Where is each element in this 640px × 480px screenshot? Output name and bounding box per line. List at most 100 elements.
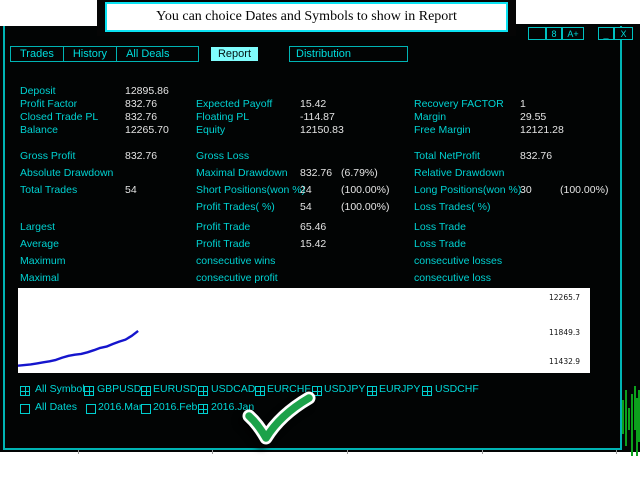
date-label[interactable]: 2016.Feb [153,401,198,413]
stat-value: 832.76 [520,150,553,162]
symbol-label[interactable]: EURCHF [267,383,311,395]
stat-row: Total Trades 54 Short Positions(won %) 24 (1… [0,184,640,197]
close-button[interactable]: X [614,27,633,40]
date-checkbox-2016-jan[interactable] [198,404,208,414]
stat-label: Deposit [20,85,56,97]
stat-label: Free Margin [414,124,471,136]
axis-tick [212,450,213,454]
date-label[interactable]: 2016.Jan [211,401,255,413]
stat-row: Deposit 12895.86 [0,85,640,98]
stat-label: consecutive profit [196,272,278,284]
stat-row: Largest Profit Trade 65.46 Loss Trade [0,221,640,234]
tab-all-deals[interactable]: All Deals [126,48,170,60]
tab-history[interactable]: History [72,48,108,60]
stat-row: Closed Trade PL 832.76 Floating PL -114.87 M… [0,111,640,124]
stat-row: Gross Profit 832.76 Gross Loss Total NetPro… [0,150,640,163]
stat-label: Maximal Drawdown [196,167,288,179]
equity-chart: 12265.7 11849.3 11432.9 [17,288,590,373]
stat-label: Total Trades [20,184,78,196]
date-label[interactable]: All Dates [35,401,78,413]
tab-separator [116,47,118,61]
font-size-button[interactable]: A+ [562,27,584,40]
symbol-checkbox-eurjpy[interactable] [367,386,377,396]
panel-border-right [620,26,622,450]
symbol-label[interactable]: EURJPY [379,383,421,395]
stat-row: Absolute Drawdown Maximal Drawdown 832.76 (… [0,167,640,180]
stat-label: Recovery FACTOR [414,98,504,110]
symbol-label[interactable]: USDCHF [435,383,479,395]
report-statistics: Deposit 12895.86 Profit Factor 832.76 Expect… [0,85,640,285]
stat-row: Maximal consecutive profit consecutive los… [0,272,640,285]
tab-distribution[interactable]: Distribution [289,46,408,62]
stat-label: Average [20,238,59,250]
stat-label: Expected Payoff [196,98,273,110]
banner-shadow: You can choice Dates and Symbols to show… [97,0,516,36]
stat-value: (100.00%) [560,184,609,196]
axis-tick [616,450,617,454]
tab-report-active[interactable]: Report [211,47,258,61]
window-button-8[interactable]: 8 [546,27,562,40]
stat-label: Loss Trade [414,238,466,250]
chart-ylabel-bottom: 11432.9 [549,357,581,366]
axis-tick [347,450,348,454]
symbol-checkbox-all-symbols[interactable] [20,386,30,396]
date-checkbox-2016-mar[interactable] [86,404,96,414]
stat-row: Average Profit Trade 15.42 Loss Trade [0,238,640,251]
tab-separator [62,47,64,61]
symbol-label[interactable]: USDJPY [324,383,366,395]
date-checkbox-all-dates[interactable] [20,404,30,414]
symbol-checkbox-eurchf[interactable] [255,386,265,396]
stat-label: Maximal [20,272,60,284]
symbol-label[interactable]: GBPUSD [97,383,142,395]
price-candles-icon [622,386,640,456]
stat-value: 832.76 [125,98,158,110]
stat-value: 24 [300,184,312,196]
hidden-window-button[interactable] [528,27,546,40]
stat-value: 65.46 [300,221,327,233]
equity-curve [17,329,139,367]
tab-trades[interactable]: Trades [20,48,54,60]
stat-value: (100.00%) [341,184,390,196]
panel-border-left [3,26,5,450]
symbol-checkbox-usdcad[interactable] [198,386,208,396]
symbol-label[interactable]: USDCAD [211,383,256,395]
terminal-panel [0,26,640,452]
stat-row: Maximum consecutive wins consecutive losse… [0,255,640,268]
stat-value: 832.76 [125,150,158,162]
date-checkbox-2016-feb[interactable] [141,404,151,414]
symbol-checkbox-usdjpy[interactable] [312,386,322,396]
stat-label: Relative Drawdown [414,167,505,179]
symbol-checkbox-eurusd[interactable] [141,386,151,396]
stat-label: Closed Trade PL [20,111,99,123]
symbol-label[interactable]: All Symbols [35,383,90,395]
stat-row: Profit Trades( %) 54 (100.00%) Loss Trades(… [0,201,640,214]
minimize-button[interactable]: _ [598,27,614,40]
stat-label: Balance [20,124,58,136]
symbol-checkbox-usdchf[interactable] [422,386,432,396]
stat-label: Loss Trade [414,221,466,233]
stat-label: Gross Profit [20,150,76,162]
stat-label: consecutive wins [196,255,276,267]
stat-value: 12265.70 [125,124,169,136]
stat-value: 30 [520,184,532,196]
symbol-checkbox-gbpusd[interactable] [84,386,94,396]
panel-border-bottom [3,448,622,450]
stat-label: Equity [196,124,226,136]
chart-ylabel-top: 12265.7 [549,293,581,302]
stat-value: 15.42 [300,238,327,250]
symbol-label[interactable]: EURUSD [153,383,198,395]
stat-label: Profit Trade [196,221,251,233]
stat-label: Short Positions(won %) [196,184,306,196]
stat-label: Profit Factor [20,98,78,110]
stat-value: 54 [125,184,137,196]
stat-value: (100.00%) [341,201,390,213]
stat-label: Profit Trades( %) [196,201,275,213]
chart-ylabel-middle: 11849.3 [549,328,581,337]
stat-label: Gross Loss [196,150,250,162]
banner-text: You can choice Dates and Symbols to show… [105,2,508,32]
stat-value: 15.42 [300,98,327,110]
stat-value: 29.55 [520,111,547,123]
stat-value: 12150.83 [300,124,344,136]
date-label[interactable]: 2016.Mar [98,401,143,413]
axis-tick [482,450,483,454]
